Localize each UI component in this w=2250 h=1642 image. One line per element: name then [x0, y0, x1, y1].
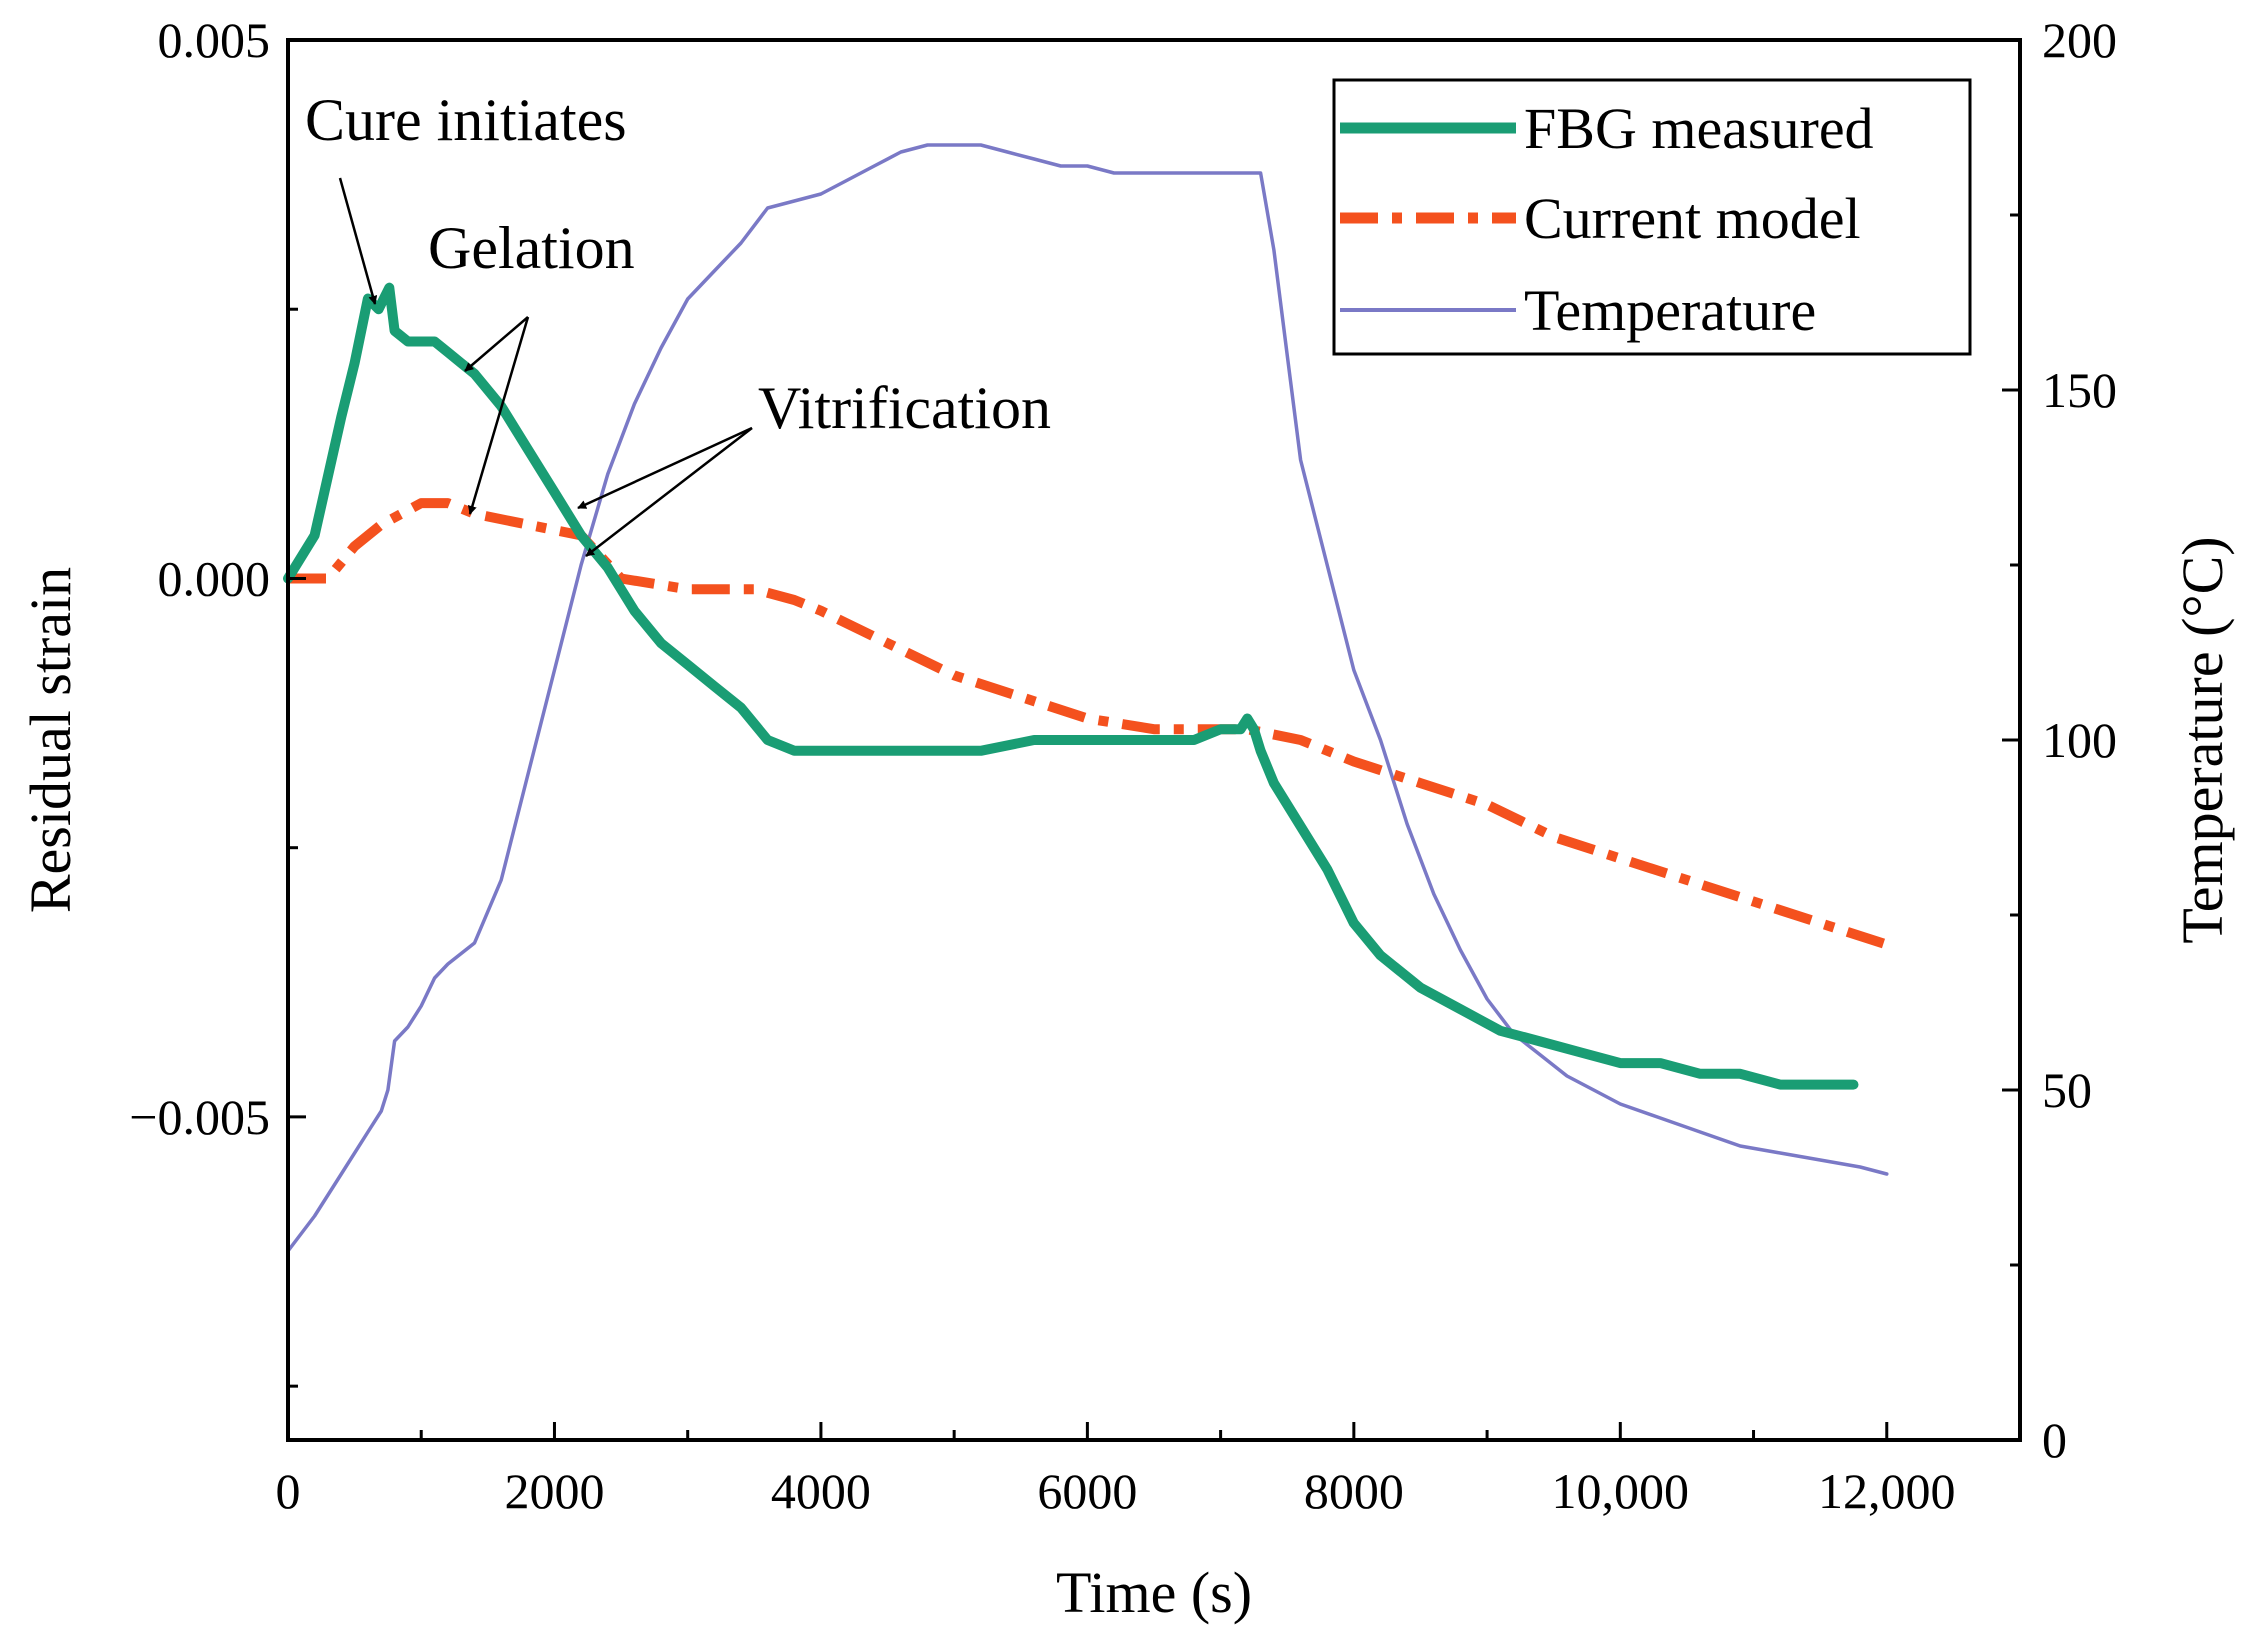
- y-tick-label: −0.005: [129, 1089, 270, 1145]
- annotation-arrow-gelation-1: [464, 316, 529, 372]
- annotation-vitrification: Vitrification: [758, 375, 1051, 441]
- x-tick-label: 0: [276, 1463, 301, 1519]
- legend-label-current-model: Current model: [1524, 186, 1861, 251]
- x-tick-label: 12,000: [1818, 1463, 1956, 1519]
- x-tick-label: 6000: [1037, 1463, 1137, 1519]
- y2-tick-label: 50: [2042, 1062, 2092, 1118]
- x-tick-label: 8000: [1304, 1463, 1404, 1519]
- x-axis-ticks: 0 2000 4000 6000 8000 10,000 12,000: [276, 1422, 1956, 1519]
- y2-tick-label: 200: [2042, 12, 2117, 68]
- x-tick-label: 4000: [771, 1463, 871, 1519]
- series-line-current-model: [288, 498, 1889, 950]
- x-tick-label: 2000: [504, 1463, 604, 1519]
- y2-tick-label: 150: [2042, 362, 2117, 418]
- y2-tick-label: 0: [2042, 1412, 2067, 1468]
- annotation-gelation: Gelation: [428, 215, 635, 281]
- x-axis-title: Time (s): [1056, 1560, 1252, 1625]
- series-layer: [283, 143, 1889, 1253]
- annotation-cure-initiates: Cure initiates: [305, 87, 627, 153]
- legend: FBG measured Current model Temperature: [1332, 78, 1972, 356]
- y2-axis-title: Temperature (°C): [2170, 536, 2235, 943]
- legend-label-fbg-measured: FBG measured: [1524, 96, 1874, 161]
- y-axis-ticks: 0.005 0.000 −0.005: [129, 12, 306, 1388]
- annotation-arrow-vitrification-2: [585, 427, 753, 557]
- y-tick-label: 0.005: [158, 12, 271, 68]
- legend-label-temperature: Temperature: [1524, 278, 1816, 343]
- annotation-arrow-vitrification-1: [577, 426, 753, 510]
- annotations: Cure initiates Gelation Vitrification: [305, 87, 1051, 557]
- annotation-arrow-gelation-2: [467, 316, 530, 515]
- x-tick-label: 10,000: [1552, 1463, 1690, 1519]
- y2-axis-ticks: 200 150 100 50 0: [2002, 12, 2117, 1468]
- y2-tick-label: 100: [2042, 712, 2117, 768]
- series-line-fbg-measured: [283, 282, 1859, 1090]
- series-line-temperature: [286, 143, 1889, 1253]
- annotation-arrow-cure-initiates: [338, 177, 378, 305]
- y-tick-label: 0.000: [158, 550, 271, 606]
- y-axis-title: Residual strain: [18, 567, 83, 913]
